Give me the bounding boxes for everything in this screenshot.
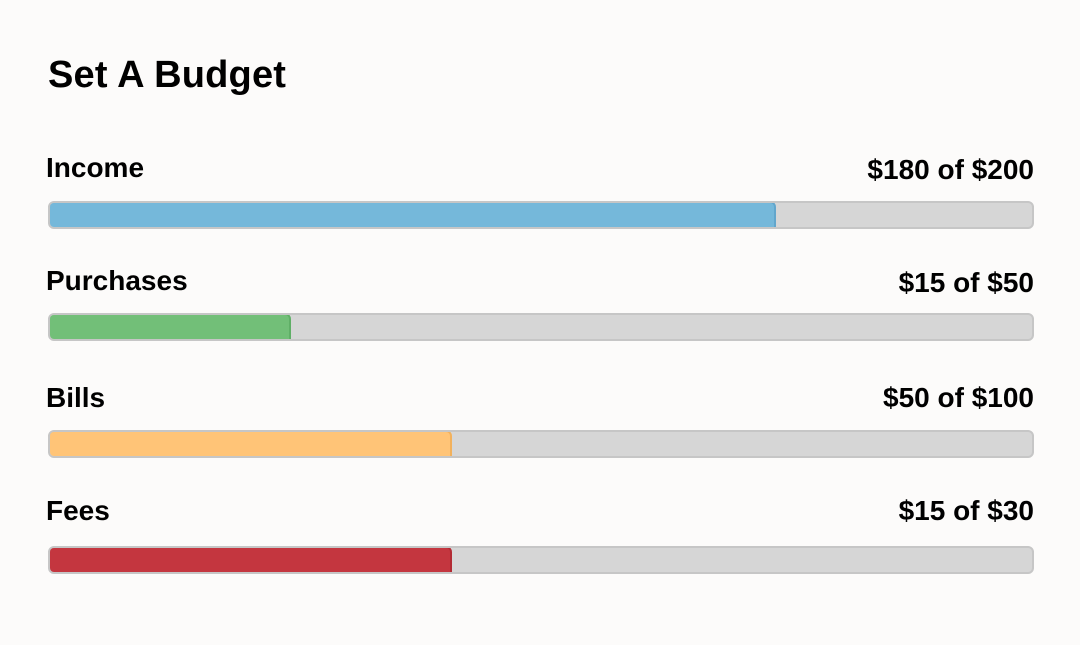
budget-label: Fees xyxy=(46,495,110,526)
progress-track xyxy=(48,546,1034,574)
budget-row-purchases: Purchases $15 of $50 xyxy=(46,265,1038,355)
budget-label: Income xyxy=(46,152,145,183)
page-title: Set A Budget xyxy=(48,54,287,96)
progress-fill xyxy=(50,548,452,572)
budget-amount: $180 of $200 xyxy=(867,154,1034,185)
budget-amount: $15 of $50 xyxy=(898,267,1034,298)
budget-amount: $50 of $100 xyxy=(883,382,1034,413)
budget-amount: $15 of $30 xyxy=(898,495,1034,526)
progress-track xyxy=(48,201,1034,229)
budget-row-bills: Bills $50 of $100 xyxy=(46,382,1038,472)
budget-label: Purchases xyxy=(46,265,188,296)
progress-track xyxy=(48,430,1034,458)
progress-fill xyxy=(50,203,776,227)
progress-fill xyxy=(50,432,452,456)
budget-row-income: Income $180 of $200 xyxy=(46,152,1038,242)
progress-fill xyxy=(50,315,291,339)
budget-label: Bills xyxy=(46,382,106,413)
progress-track xyxy=(48,313,1034,341)
budget-row-fees: Fees $15 of $30 xyxy=(46,495,1038,585)
